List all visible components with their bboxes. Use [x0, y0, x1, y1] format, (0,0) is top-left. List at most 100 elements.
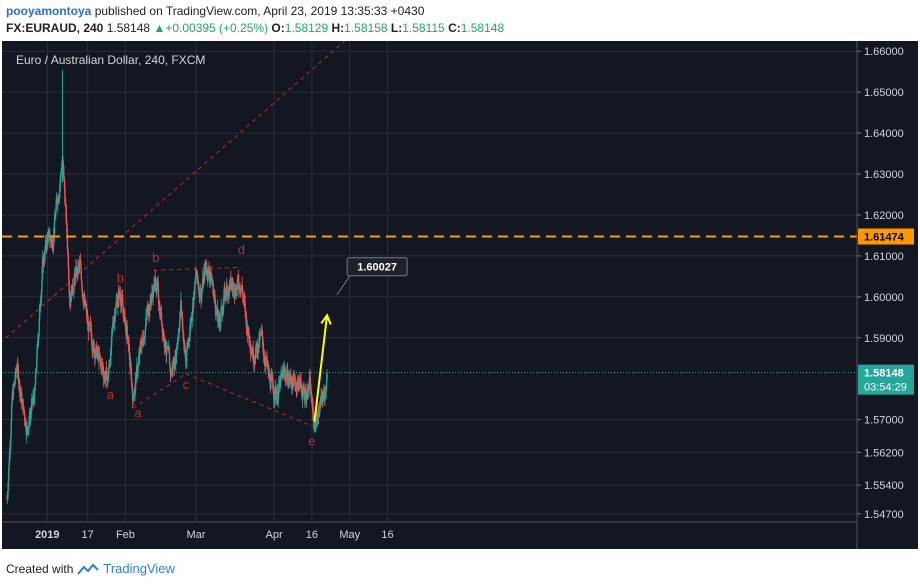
candle-body: [6, 499, 8, 501]
candle-body: [59, 184, 61, 191]
candle-body: [60, 173, 62, 177]
candle-body: [317, 412, 320, 417]
candle-body: [25, 422, 27, 429]
y-tick-label: 1.60000: [864, 292, 904, 304]
candle-body: [176, 341, 179, 346]
candle-body: [284, 377, 287, 379]
candle-body: [89, 323, 92, 325]
candle-body: [9, 443, 12, 450]
author-link[interactable]: pooyamontoya: [6, 4, 92, 18]
candle-body: [41, 280, 43, 291]
chart-overlays: a a b b c d e 1.60027: [2, 235, 857, 448]
candle-body: [53, 221, 56, 236]
candle-body: [60, 169, 63, 174]
candle-body: [191, 306, 194, 317]
candle-body: [71, 284, 74, 288]
candle-body: [175, 347, 178, 357]
candle-body: [178, 330, 180, 333]
candle-body: [180, 300, 182, 310]
candle-body: [285, 374, 287, 380]
candle-body: [236, 277, 239, 286]
candle-body: [128, 351, 131, 361]
candle-body: [39, 302, 42, 305]
candle-body: [99, 355, 101, 359]
candle-body: [10, 404, 13, 422]
tradingview-brand-link[interactable]: TradingView: [103, 561, 175, 576]
published-text: published on TradingView.com, April 23, …: [94, 4, 425, 18]
candle-body: [94, 350, 96, 359]
candle-body: [326, 373, 328, 381]
candle-body: [68, 279, 70, 292]
current-price-tag-label: 1.58148: [864, 368, 904, 380]
candle-body: [133, 393, 136, 397]
candle-body: [6, 495, 9, 500]
candle-body: [128, 351, 130, 353]
candle-body: [259, 336, 261, 342]
candle-body: [321, 393, 323, 398]
candle-body: [18, 378, 20, 385]
candle-body: [64, 202, 67, 206]
candle-body: [222, 306, 224, 312]
candle-body: [90, 323, 92, 331]
candle-body: [294, 379, 296, 386]
candle-body: [58, 190, 61, 198]
candle-body: [35, 370, 37, 373]
candle-body: [276, 391, 279, 399]
candle-body: [80, 263, 82, 271]
candle-body: [214, 294, 216, 299]
candle-body: [63, 177, 65, 181]
candle-body: [120, 298, 122, 306]
candle-body: [112, 322, 114, 324]
candle-body: [123, 310, 126, 322]
candle-body: [115, 302, 117, 308]
candle-body: [175, 352, 177, 363]
candle-body: [200, 294, 203, 300]
candle-body: [288, 376, 290, 380]
candle-body: [12, 388, 14, 398]
candle-body: [245, 316, 248, 328]
candle-body: [189, 325, 191, 334]
candle-body: [131, 380, 133, 384]
candle-body: [176, 345, 178, 348]
candle-body: [94, 357, 96, 359]
candle-body: [226, 285, 228, 294]
candle-body: [35, 368, 38, 371]
candle-body: [62, 160, 64, 166]
candle-body: [263, 355, 265, 358]
candle-body: [165, 347, 168, 355]
candle-body: [279, 377, 282, 387]
candle-body: [118, 292, 121, 294]
candle-body: [253, 362, 255, 364]
candle-body: [111, 328, 113, 336]
y-tick-label: 1.57000: [864, 415, 904, 427]
candle-body: [322, 399, 324, 403]
candle-body: [124, 321, 126, 324]
candle-body: [80, 270, 83, 281]
candle-body: [192, 300, 195, 309]
candle-body: [182, 331, 185, 342]
pattern-trendline: [185, 373, 315, 428]
candle-body: [66, 223, 68, 236]
candle-body: [189, 324, 192, 326]
chart-background: [2, 41, 918, 549]
candle-body: [222, 311, 224, 316]
candle-body: [31, 400, 34, 402]
candle-body: [36, 342, 39, 346]
candle-body: [47, 236, 49, 242]
time-axis[interactable]: 2019 17 Feb Mar Apr 16 May 16: [35, 529, 394, 541]
candle-body: [128, 337, 130, 352]
candle-body: [303, 387, 305, 391]
candle-body: [264, 363, 266, 366]
candle-body: [177, 339, 179, 342]
candle-body: [236, 285, 238, 291]
candle-body: [267, 363, 269, 371]
candle-body: [17, 365, 19, 367]
price-axis[interactable]: 1.66000 1.65000 1.64000 1.63000 1.62000 1.610…: [857, 46, 904, 521]
candle-body: [259, 334, 262, 335]
price-chart[interactable]: a a b b c d e 1.60027 1.66000 1.65000 1.64000 1.63…: [2, 41, 918, 549]
candle-body: [160, 312, 163, 322]
candle-body: [213, 295, 215, 297]
candle-body: [323, 391, 325, 396]
candle-body: [280, 375, 282, 378]
candle-body: [194, 283, 196, 295]
